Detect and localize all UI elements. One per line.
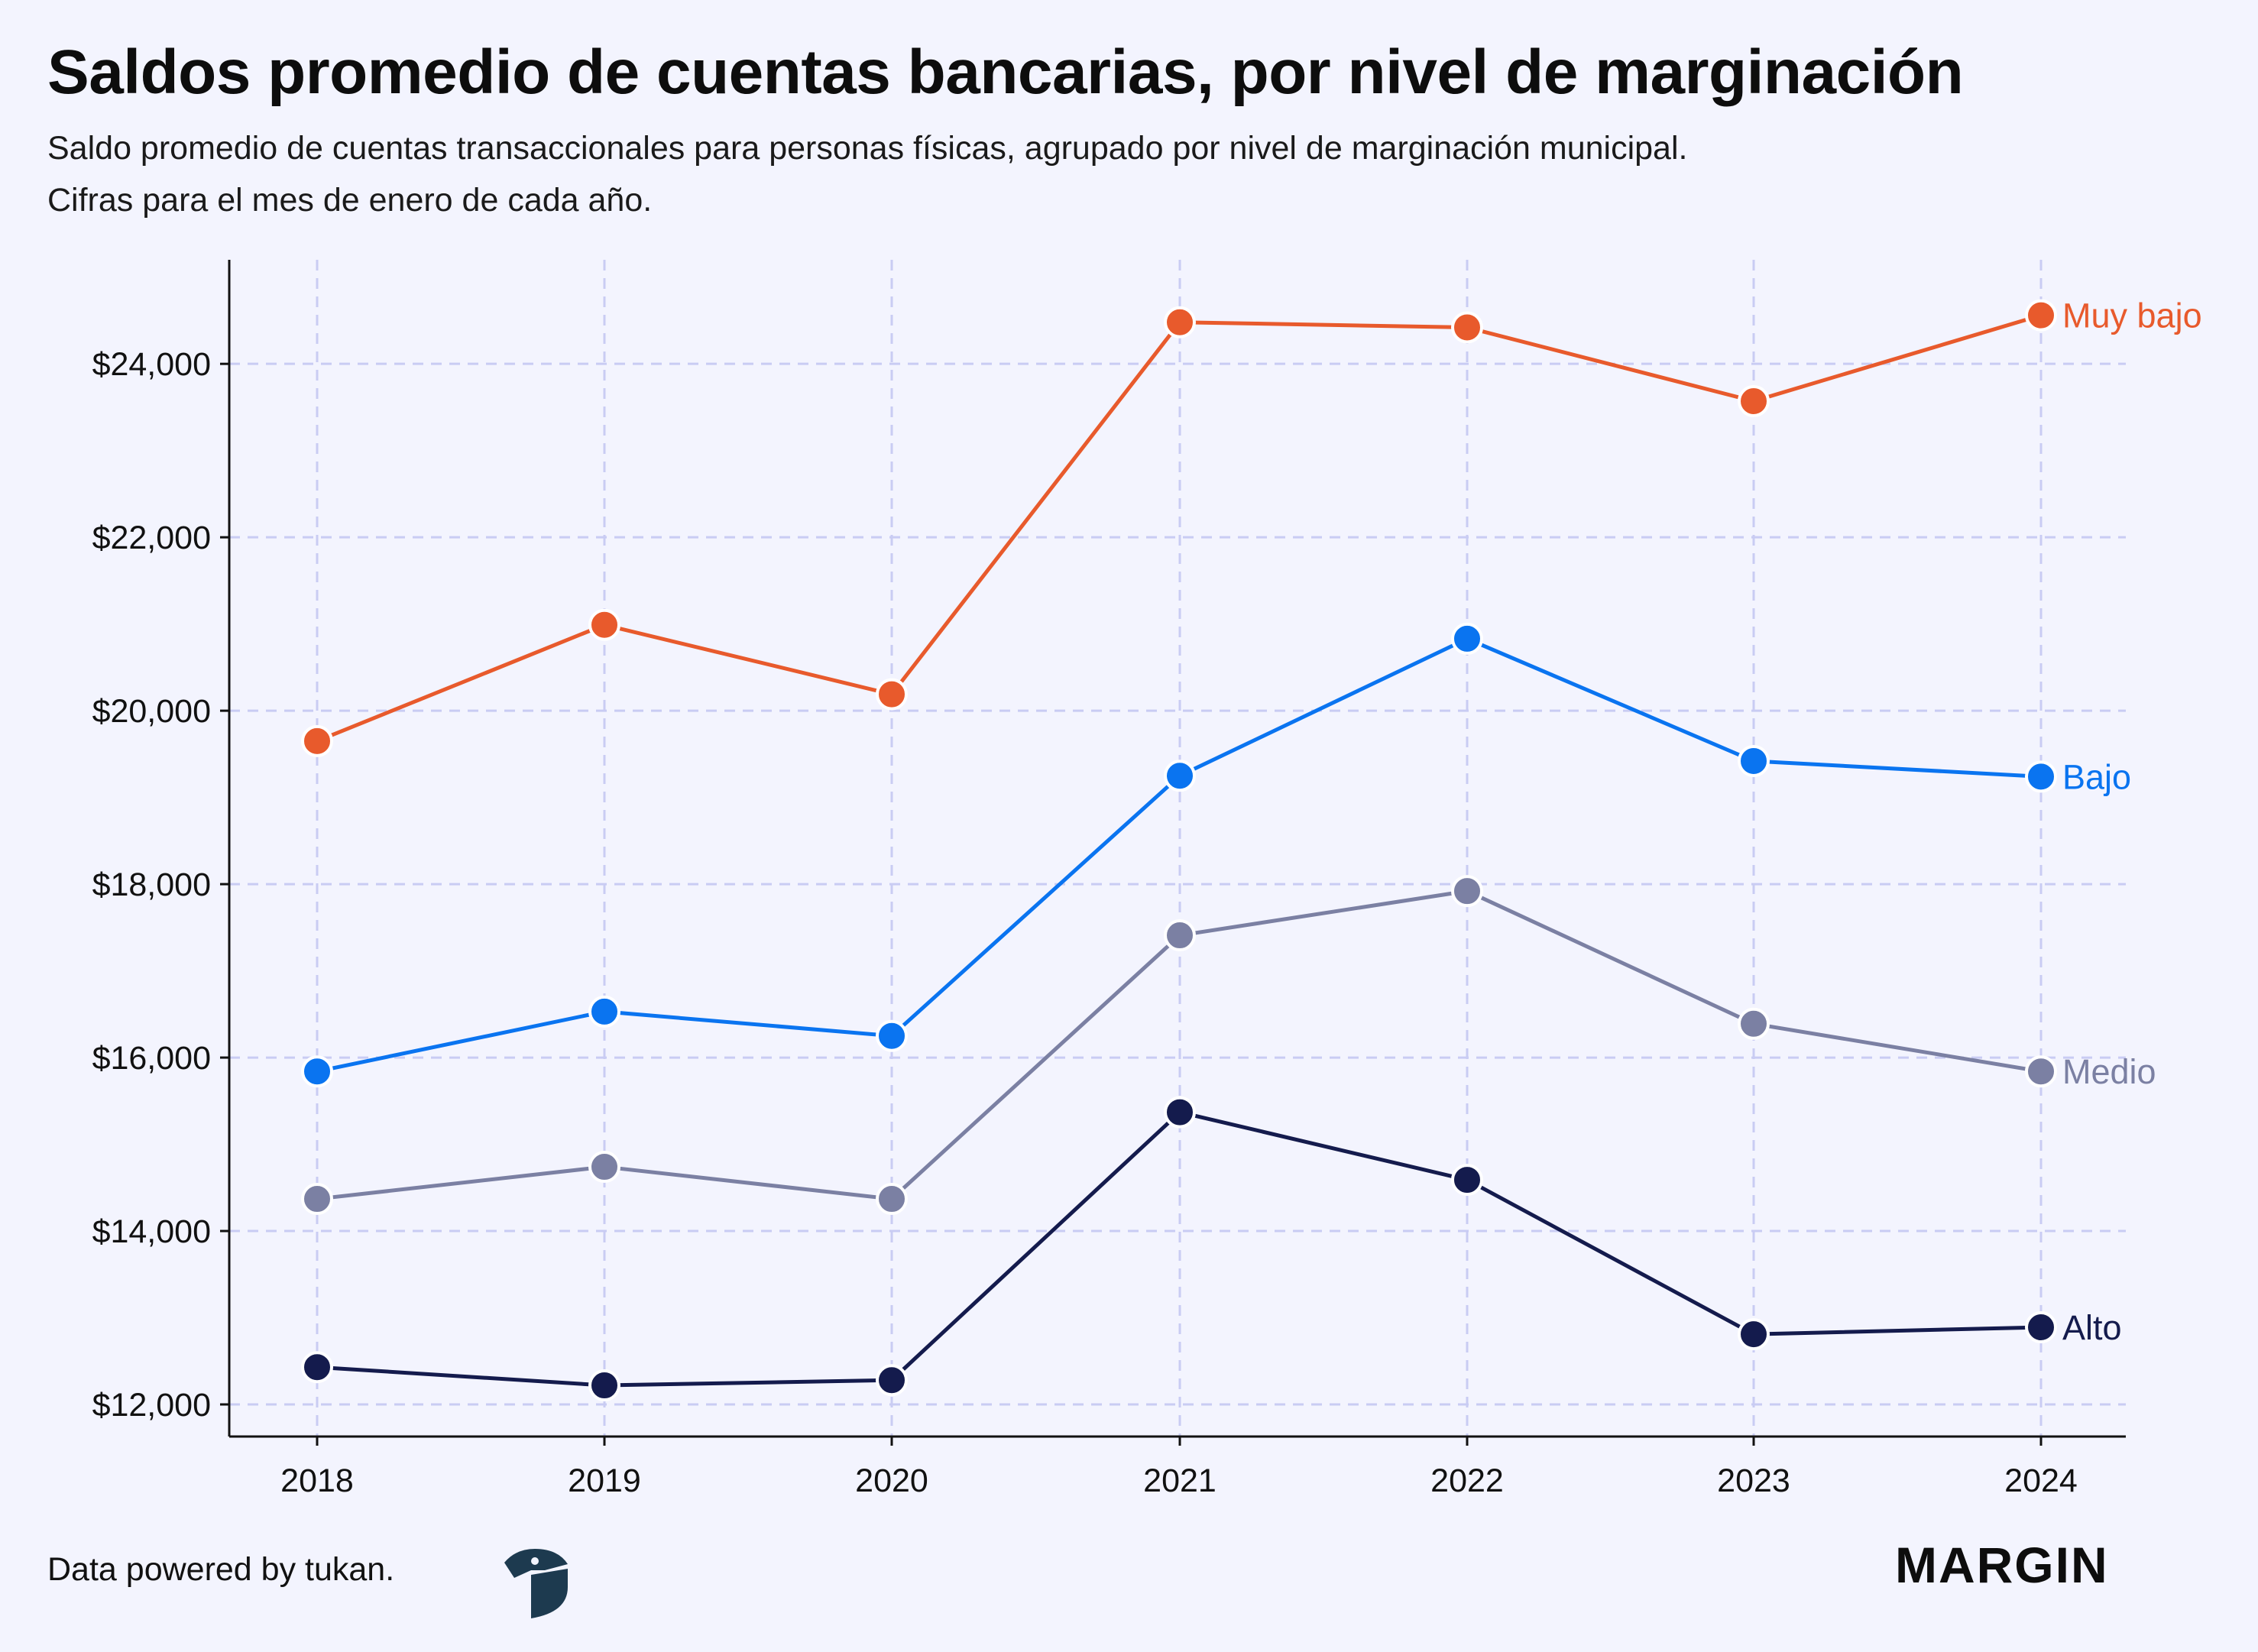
- axes: [220, 260, 2126, 1446]
- y-tick-label: $14,000: [92, 1213, 211, 1250]
- data-point-bajo: [1164, 760, 1196, 792]
- data-point-alto: [301, 1351, 333, 1384]
- subtitle-line: Cifras para el mes de enero de cada año.: [47, 182, 653, 219]
- series-label-bajo: Bajo: [2062, 757, 2131, 796]
- data-point-muy-bajo: [588, 608, 620, 641]
- data-point-medio: [876, 1183, 908, 1216]
- margin-brand-logo: MARGIN: [1895, 1537, 2109, 1593]
- series-label-medio: Medio: [2062, 1052, 2156, 1091]
- data-point-bajo: [2025, 760, 2057, 793]
- x-tick-label: 2021: [1143, 1463, 1216, 1499]
- data-point-medio: [588, 1151, 620, 1184]
- series-label-alto: Alto: [2062, 1308, 2122, 1347]
- y-tick-label: $16,000: [92, 1040, 211, 1077]
- data-point-alto: [1164, 1096, 1196, 1129]
- x-tick-label: 2024: [2004, 1463, 2078, 1499]
- data-point-muy-bajo: [301, 724, 333, 757]
- data-point-alto: [1451, 1164, 1483, 1197]
- grid-lines: [229, 260, 2126, 1437]
- data-point-alto: [1738, 1318, 1770, 1351]
- data-point-medio: [1451, 875, 1483, 908]
- chart-subtitle: Saldo promedio de cuentas transaccionale…: [47, 122, 1687, 226]
- data-point-bajo: [1738, 744, 1770, 777]
- chart-title: Saldos promedio de cuentas bancarias, po…: [47, 37, 1964, 107]
- data-point-muy-bajo: [1164, 306, 1196, 338]
- y-tick-label: $12,000: [92, 1387, 211, 1424]
- data-point-medio: [2025, 1055, 2057, 1088]
- y-tick-label: $20,000: [92, 693, 211, 730]
- x-tick-label: 2022: [1430, 1463, 1504, 1499]
- x-tick-label: 2020: [855, 1463, 928, 1499]
- data-point-alto: [876, 1364, 908, 1397]
- y-tick-label: $18,000: [92, 866, 211, 903]
- tukan-logo-icon: [504, 1549, 568, 1618]
- x-tick-label: 2019: [568, 1463, 641, 1499]
- data-point-medio: [1164, 919, 1196, 952]
- tick-labels: $12,000 $14,000 $16,000 $18,000 $20,000 $22,0…: [92, 296, 2202, 1499]
- subtitle-line: Saldo promedio de cuentas transaccionale…: [47, 130, 1688, 167]
- data-point-bajo: [588, 995, 620, 1028]
- data-point-muy-bajo: [1738, 384, 1770, 417]
- data-point-alto: [588, 1369, 620, 1402]
- data-point-medio: [1738, 1007, 1770, 1040]
- x-tick-label: 2023: [1717, 1463, 1790, 1499]
- y-tick-label: $24,000: [92, 346, 211, 383]
- data-point-bajo: [1451, 622, 1483, 655]
- data-point-muy-bajo: [2025, 299, 2057, 332]
- x-tick-label: 2018: [280, 1463, 354, 1499]
- data-point-bajo: [301, 1055, 333, 1088]
- data-point-bajo: [876, 1019, 908, 1052]
- data-point-muy-bajo: [1451, 311, 1483, 344]
- data-point-alto: [2025, 1311, 2057, 1344]
- data-point-medio: [301, 1183, 333, 1216]
- series-lines: [301, 299, 2057, 1402]
- data-point-muy-bajo: [876, 678, 908, 711]
- data-credit: Data powered by tukan.: [47, 1551, 395, 1588]
- y-tick-label: $22,000: [92, 520, 211, 556]
- series-label-muy-bajo: Muy bajo: [2062, 296, 2202, 335]
